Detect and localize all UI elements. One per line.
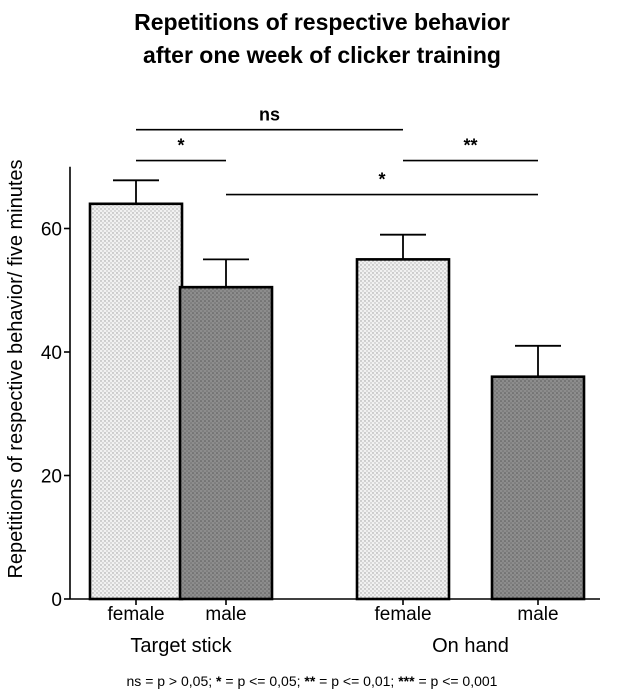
significance-label: * bbox=[378, 170, 385, 190]
significance-layer: ns* *** bbox=[136, 105, 538, 196]
bar bbox=[355, 258, 451, 601]
significance-label: * bbox=[177, 136, 184, 156]
bars-layer: female male female male Target stick On hand bbox=[88, 179, 586, 657]
category-label: female bbox=[107, 604, 164, 625]
y-tick-label: 40 bbox=[41, 343, 62, 364]
significance-label: ns bbox=[259, 105, 280, 125]
group-label: Target stick bbox=[130, 635, 232, 657]
significance-footnote: ns = p > 0,05; * = p <= 0,05; ** = p <= … bbox=[127, 673, 498, 689]
category-label: male bbox=[205, 604, 246, 625]
bar bbox=[88, 202, 184, 601]
category-label: male bbox=[517, 604, 558, 625]
chart-title-line-1: Repetitions of respective behavior bbox=[134, 9, 510, 35]
y-axis-label: Repetitions of respective behavior/ five… bbox=[5, 159, 27, 578]
y-tick-label: 60 bbox=[41, 220, 62, 241]
y-tick-label: 0 bbox=[51, 590, 62, 611]
y-tick-label: 20 bbox=[41, 467, 62, 488]
significance-label: ** bbox=[463, 136, 477, 156]
bar bbox=[490, 375, 586, 601]
bar bbox=[178, 285, 274, 601]
chart-title-line-2: after one week of clicker training bbox=[143, 42, 501, 68]
group-label: On hand bbox=[432, 635, 509, 657]
category-label: female bbox=[374, 604, 431, 625]
